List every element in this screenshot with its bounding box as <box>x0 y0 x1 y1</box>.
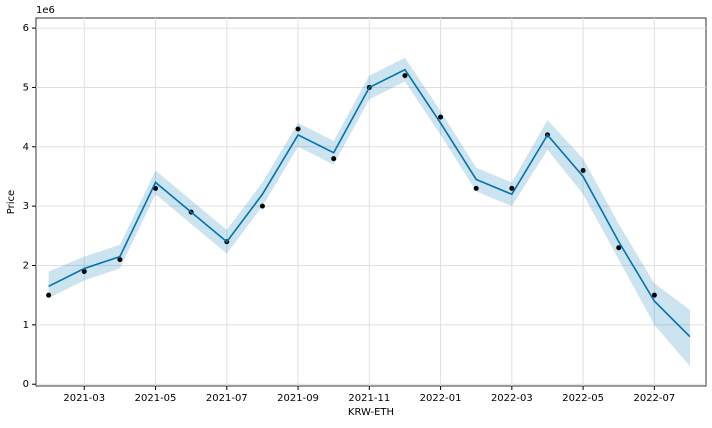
actual-point <box>153 185 159 191</box>
x-tick-label: 2021-03 <box>63 393 105 404</box>
y-tick-label: 1 <box>23 320 29 331</box>
x-tick-label: 2021-09 <box>277 393 319 404</box>
x-tick-label: 2021-11 <box>348 393 390 404</box>
x-tick-label: 2022-03 <box>491 393 533 404</box>
actual-point <box>46 292 52 298</box>
actual-point <box>295 126 301 132</box>
x-tick-label: 2022-05 <box>562 393 604 404</box>
forecast-line <box>48 68 691 338</box>
y-tick-label: 5 <box>23 82 29 93</box>
y-tick-label: 0 <box>23 379 29 390</box>
y-tick-label: 6 <box>23 23 29 34</box>
x-tick-label: 2021-05 <box>135 393 177 404</box>
y-tick-label: 2 <box>23 261 29 272</box>
actual-point <box>651 292 657 298</box>
x-tick-label: 2021-07 <box>206 393 248 404</box>
actual-point <box>81 268 87 274</box>
plot-frame <box>35 17 707 387</box>
actual-point <box>473 185 479 191</box>
actual-point <box>402 73 408 79</box>
y-offset-label: 1e6 <box>36 5 55 16</box>
actual-point <box>438 114 444 120</box>
x-tick-label: 2022-07 <box>633 393 675 404</box>
y-axis-label: Price <box>6 190 17 214</box>
actual-point <box>580 168 586 174</box>
x-tick-label: 2022-01 <box>420 393 462 404</box>
grid <box>36 18 706 386</box>
y-tick-label: 3 <box>23 201 29 212</box>
actual-point <box>117 257 123 263</box>
data <box>46 57 691 367</box>
x-axis-label: KRW-ETH <box>348 407 394 418</box>
actual-point <box>331 156 337 162</box>
actual-point <box>259 203 265 209</box>
actual-point <box>509 185 515 191</box>
y-tick-label: 4 <box>23 142 29 153</box>
actual-point <box>616 245 622 251</box>
